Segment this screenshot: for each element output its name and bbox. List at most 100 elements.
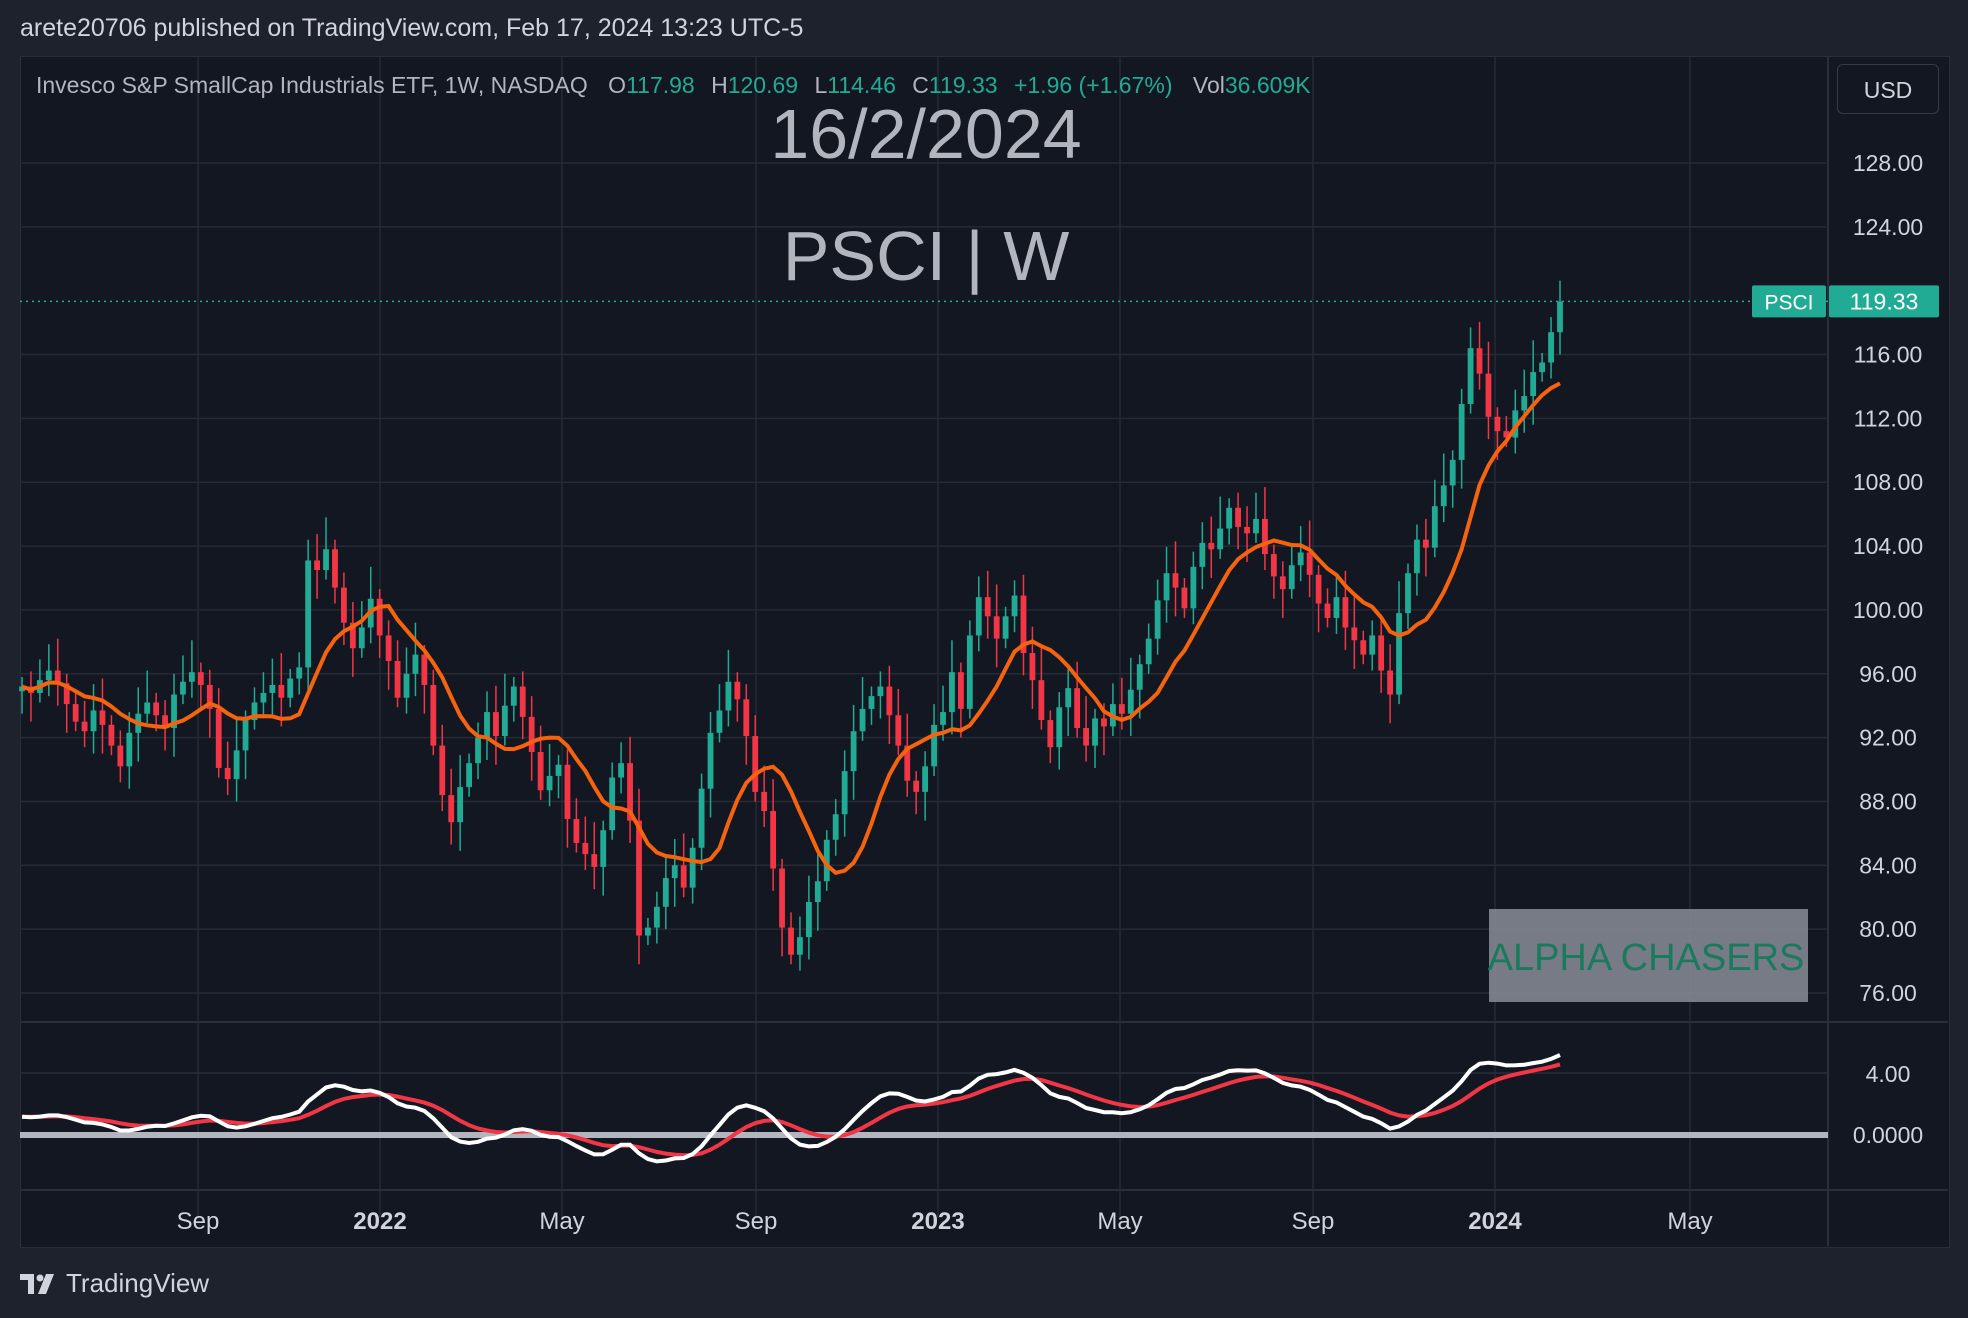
candle-body	[537, 751, 544, 791]
candle	[814, 849, 821, 931]
candle-body	[323, 549, 329, 571]
candle-body	[287, 678, 294, 698]
candle-body	[1378, 635, 1385, 671]
candle	[36, 659, 43, 703]
price-tick-label: 104.00	[1853, 533, 1923, 559]
candle	[1083, 696, 1089, 762]
candle	[591, 822, 598, 890]
candle	[215, 688, 222, 778]
chart-frame[interactable]	[20, 56, 1950, 1248]
candle-body	[770, 811, 777, 869]
time-tick-label: May	[1667, 1208, 1712, 1235]
candle	[1297, 526, 1304, 582]
candle	[716, 684, 723, 743]
candle	[466, 753, 472, 797]
candle-body	[1396, 613, 1402, 695]
candle	[1253, 492, 1259, 543]
candle-body	[1136, 664, 1143, 690]
candle	[1190, 551, 1197, 625]
candle-body	[1440, 485, 1447, 507]
candle	[1065, 667, 1072, 737]
candle-body	[1324, 603, 1331, 618]
candle-body	[1369, 635, 1376, 655]
candle-body	[1297, 552, 1304, 566]
legend-high: 120.69	[727, 72, 799, 98]
candle-body	[466, 763, 472, 788]
candle-body	[1530, 372, 1537, 397]
candle-body	[439, 745, 446, 796]
candle	[1306, 520, 1313, 598]
legend-high-label: H	[711, 72, 728, 98]
candle-body	[242, 720, 249, 751]
candle-body	[233, 750, 240, 780]
candle	[1521, 369, 1528, 433]
candle-body	[1235, 507, 1241, 527]
candle	[1038, 648, 1045, 730]
candle-body	[725, 681, 732, 711]
legend-name: Invesco S&P SmallCap Industrials ETF, 1W…	[36, 72, 588, 98]
tradingview-logo[interactable]: TradingView	[20, 1268, 209, 1299]
candle-body	[349, 622, 356, 649]
candle-body	[645, 927, 651, 936]
candle	[743, 684, 750, 765]
candle-body	[1476, 348, 1483, 374]
candle	[788, 912, 794, 965]
candle-body	[296, 667, 303, 679]
currency-button[interactable]: USD	[1837, 64, 1939, 114]
candle	[573, 798, 580, 853]
candle	[493, 685, 499, 765]
candle	[1405, 563, 1411, 630]
candle-body	[573, 819, 580, 843]
candle-body	[1172, 573, 1179, 588]
candle-body	[260, 692, 267, 703]
candle-body	[966, 635, 973, 709]
candle	[349, 601, 356, 677]
price-tick-label: 128.00	[1853, 150, 1923, 176]
candle-body	[162, 715, 168, 729]
candle-body	[1118, 704, 1125, 714]
candle-body	[269, 684, 276, 693]
candle	[797, 916, 803, 971]
candle	[403, 647, 410, 714]
candle	[332, 539, 338, 604]
legend-close: 119.33	[928, 72, 998, 98]
candle-body	[600, 830, 607, 867]
candle-body	[662, 878, 669, 907]
candle	[117, 730, 124, 783]
candle-body	[54, 670, 61, 684]
moving-average-line	[21, 381, 1561, 875]
candle-body	[1351, 627, 1358, 641]
legend-low-label: L	[814, 72, 828, 98]
candle	[582, 816, 589, 871]
candle	[126, 712, 133, 789]
candle-body	[1414, 539, 1420, 574]
candle-body	[332, 549, 338, 588]
candle	[707, 712, 714, 818]
candle-body	[832, 814, 839, 840]
candle-body	[805, 902, 812, 938]
price-tick-label: 96.00	[1859, 661, 1917, 687]
candle-body	[19, 686, 25, 692]
candle	[600, 820, 607, 896]
candle	[949, 640, 955, 735]
candle	[1440, 453, 1447, 523]
candle-body	[1387, 670, 1394, 695]
candle-body	[1163, 573, 1170, 601]
candle-body	[1092, 718, 1098, 746]
price-tag-value-bg	[1829, 285, 1939, 318]
candle-body	[394, 661, 401, 698]
candle-body	[385, 635, 392, 661]
candle-body	[206, 684, 213, 709]
candle	[1002, 606, 1009, 649]
candle	[144, 670, 151, 724]
candle-body	[984, 597, 991, 617]
candle	[1288, 544, 1295, 599]
candle	[618, 742, 625, 794]
price-tick-label: 92.00	[1859, 725, 1917, 751]
candle-body	[555, 764, 562, 776]
candle-body	[1038, 680, 1045, 721]
candle	[1324, 588, 1331, 628]
candle	[99, 678, 106, 754]
candle-body	[779, 868, 785, 928]
